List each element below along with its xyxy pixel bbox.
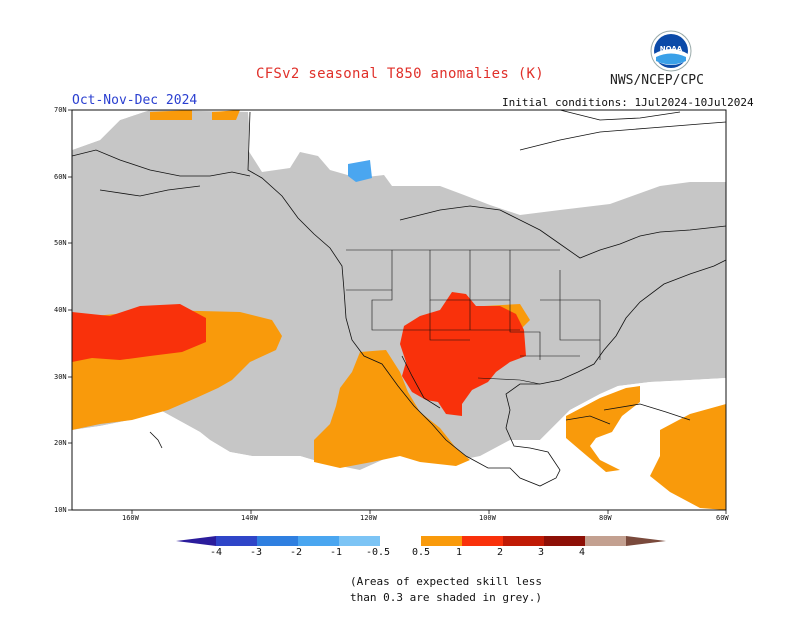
skill-note-line2: than 0.3 are shaded in grey.) — [350, 591, 543, 604]
colorbar-segment — [339, 536, 380, 546]
anomaly-neg-0.5-1 — [348, 160, 372, 182]
graticule-ticks — [68, 109, 727, 514]
lat-label: 60N — [54, 173, 67, 181]
colorbar — [176, 536, 666, 546]
colorbar-label: 2 — [497, 547, 504, 558]
colorbar-label: -2 — [290, 547, 303, 558]
low-skill-areas — [72, 110, 726, 470]
colorbar-label: -1 — [330, 547, 343, 558]
colorbar-label: 3 — [538, 547, 545, 558]
colorbar-segment — [585, 536, 626, 546]
lon-label: 80W — [599, 514, 612, 522]
agency-label: NWS/NCEP/CPC — [610, 73, 704, 88]
colorbar-segment — [462, 536, 503, 546]
colorbar-segment — [503, 536, 544, 546]
coastlines — [71, 109, 727, 487]
map-title: CFSv2 seasonal T850 anomalies (K) — [255, 66, 545, 82]
lon-label: 120W — [360, 514, 377, 522]
lon-label: 160W — [122, 514, 139, 522]
season-period: Oct-Nov-Dec 2024 — [72, 93, 198, 108]
lat-label: 50N — [54, 239, 67, 247]
logo-text: NOAA — [660, 45, 683, 53]
initial-conditions: Initial conditions: 1Jul2024-10Jul2024 — [502, 96, 754, 109]
colorbar-label: -4 — [210, 547, 223, 558]
colorbar-segment — [544, 536, 585, 546]
colorbar-segment — [380, 536, 421, 546]
colorbar-label: 4 — [579, 547, 586, 558]
anomaly-0.5-1 — [72, 110, 726, 510]
colorbar-label: -0.5 — [366, 547, 391, 558]
lat-label: 20N — [54, 439, 67, 447]
political-borders — [346, 249, 601, 385]
colorbar-arrow-right — [626, 536, 666, 546]
neutral-areas — [72, 110, 726, 510]
lon-label: 100W — [479, 514, 496, 522]
colorbar-label: -3 — [250, 547, 263, 558]
lon-label: 60W — [716, 514, 729, 522]
colorbar-label: 0.5 — [412, 547, 431, 558]
skill-note-line1: (Areas of expected skill less — [350, 575, 543, 588]
colorbar-segment — [421, 536, 462, 546]
lat-label: 70N — [54, 106, 67, 114]
lon-label: 140W — [241, 514, 258, 522]
colorbar-segment — [216, 536, 257, 546]
noaa-logo: NOAA — [650, 30, 692, 72]
lat-label: 10N — [54, 506, 67, 514]
colorbar-label: 1 — [456, 547, 463, 558]
colorbar-segment — [298, 536, 339, 546]
lat-label: 30N — [54, 373, 67, 381]
lat-label: 40N — [54, 306, 67, 314]
colorbar-segment — [257, 536, 298, 546]
anomaly-1-2 — [72, 292, 526, 416]
colorbar-arrow-left — [176, 536, 216, 546]
